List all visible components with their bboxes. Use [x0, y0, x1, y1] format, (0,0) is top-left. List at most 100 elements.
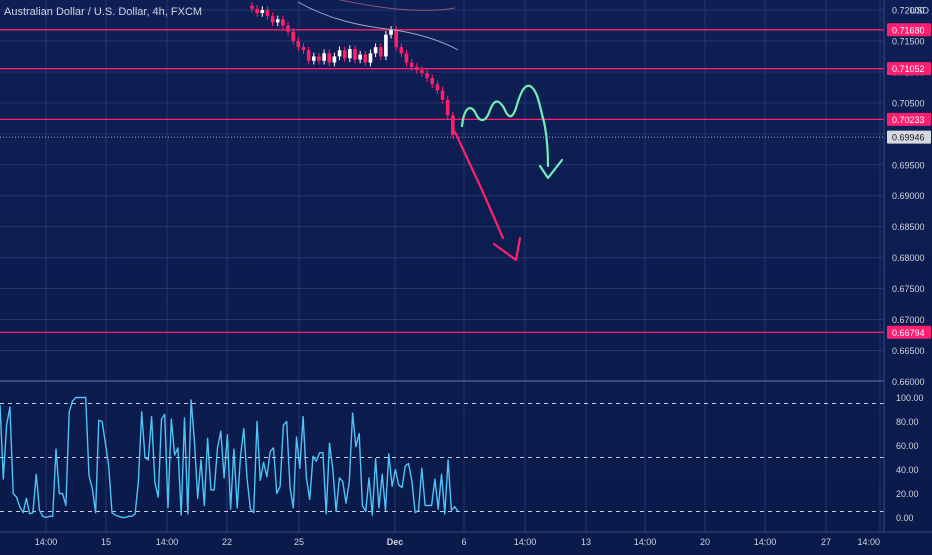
chart-title: Australian Dollar / U.S. Dollar, 4h, FXC…: [4, 6, 202, 18]
candle-body: [353, 48, 357, 60]
time-tick-label: 14:00: [35, 537, 58, 547]
candle-body: [430, 78, 435, 85]
candle-body: [445, 99, 450, 116]
price-tick-label: 0.72000: [892, 6, 925, 16]
time-tick-label: 22: [222, 537, 232, 547]
time-tick-label: 20: [700, 537, 710, 547]
price-tick-label: 0.68000: [892, 253, 925, 263]
oscillator-tick-label: 20.00: [896, 489, 919, 499]
candle-body: [275, 19, 280, 23]
time-tick-label: 6: [461, 537, 466, 547]
candle-body: [291, 31, 295, 41]
candle-body: [363, 54, 368, 63]
time-tick-label: 14:00: [857, 537, 880, 547]
candles: [250, 1, 455, 139]
candle-body: [440, 90, 445, 100]
time-tick-label: 25: [294, 537, 304, 547]
time-tick-label: 14:00: [754, 537, 777, 547]
candle-body: [420, 70, 424, 74]
oscillator-axis: 100.00 80.00 60.00 40.00 20.00 0.00: [896, 393, 924, 523]
price-tick-label: 0.67000: [892, 315, 925, 325]
bearish-arrow-head: [492, 236, 522, 262]
candle-body: [312, 56, 316, 61]
last-price-badge: [887, 130, 931, 144]
oscillator-line: [0, 396, 459, 519]
time-tick-label: Dec: [387, 537, 404, 547]
candle-body: [286, 25, 290, 32]
candle-body: [415, 66, 419, 71]
candle-body: [384, 34, 388, 57]
candle-body: [306, 50, 311, 61]
oscillator-tick-label: 100.00: [896, 393, 924, 403]
time-tick-label: 14:00: [514, 537, 537, 547]
candle-body: [451, 115, 455, 136]
time-axis[interactable]: 14:00 15 14:00 22 25 Dec 6 14:00 13 14:00 20 14:00 2…: [35, 537, 880, 547]
level-price-badge: [887, 62, 931, 76]
moving-average-line: [339, 0, 456, 11]
price-tick-label: 0.66000: [892, 377, 925, 387]
level-price-badge: [887, 23, 931, 37]
price-tick-label: 0.70500: [892, 98, 925, 108]
candle-body: [332, 56, 337, 63]
price-currency-label: USD: [910, 6, 930, 16]
level-price-text: 0.71052: [892, 64, 925, 74]
candle-body: [425, 73, 429, 79]
price-tick-label: 0.66500: [892, 346, 925, 356]
candle-body: [399, 47, 404, 54]
time-tick-label: 13: [581, 537, 591, 547]
price-tick-label: 0.69000: [892, 191, 925, 201]
moving-average-line: [297, 1, 459, 51]
candle-body: [342, 50, 347, 59]
level-price-text: 0.71680: [892, 25, 925, 35]
candle-body: [327, 53, 332, 63]
oscillator-tick-label: 80.00: [896, 417, 919, 427]
time-tick-label: 14:00: [634, 537, 657, 547]
candle-body: [373, 47, 378, 54]
time-tick-label: 15: [101, 537, 111, 547]
candle-body: [358, 54, 362, 60]
oscillator-tick-label: 0.00: [896, 513, 914, 523]
candle-body: [409, 62, 414, 67]
oscillator-pane: [0, 396, 884, 519]
candle-body: [265, 10, 270, 17]
alternative-arrow-head: [538, 158, 564, 180]
level-price-badge: [887, 112, 931, 126]
candle-body: [317, 56, 321, 61]
candle-body: [337, 50, 342, 57]
level-price-text: 0.66794: [892, 328, 925, 338]
candle-body: [348, 48, 352, 59]
time-tick-label: 27: [821, 537, 831, 547]
price-tick-label: 0.69500: [892, 160, 925, 170]
moving-averages: [297, 0, 459, 51]
horizontal-levels[interactable]: [0, 29, 884, 333]
candle-body: [378, 47, 383, 57]
candle-body: [296, 40, 301, 48]
candle-body: [404, 53, 409, 63]
candle-body: [255, 8, 259, 14]
candle-body: [250, 5, 254, 9]
level-price-text: 0.70233: [892, 115, 925, 125]
oscillator-tick-label: 60.00: [896, 441, 919, 451]
candle-body: [260, 10, 265, 14]
alternative-projection-path[interactable]: [460, 84, 550, 168]
last-price-text: 0.69946: [892, 133, 925, 143]
candle-body: [301, 47, 306, 51]
level-price-labels: 0.71680 0.71052 0.70233 0.66794 0.69946: [887, 23, 931, 339]
price-tick-label: 0.71500: [892, 36, 925, 46]
candle-body: [270, 16, 275, 23]
candle-body: [322, 53, 326, 61]
candle-body: [389, 29, 393, 35]
oscillator-tick-label: 40.00: [896, 465, 919, 475]
candle-body: [394, 29, 398, 48]
level-price-badge: [887, 325, 931, 339]
price-tick-label: 0.68500: [892, 222, 925, 232]
candle-body: [435, 84, 440, 91]
bearish-projection-arrow[interactable]: [453, 130, 505, 240]
price-tick-label: 0.67500: [892, 284, 925, 294]
time-tick-label: 14:00: [156, 537, 179, 547]
candle-body: [368, 53, 373, 63]
candle-body: [281, 19, 285, 26]
